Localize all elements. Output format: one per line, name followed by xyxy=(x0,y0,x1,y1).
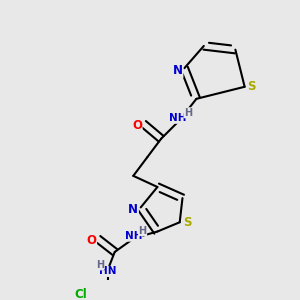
Text: H: H xyxy=(184,108,192,118)
Text: Cl: Cl xyxy=(74,288,87,300)
Text: O: O xyxy=(86,234,97,247)
Text: S: S xyxy=(247,80,255,93)
Text: S: S xyxy=(183,216,191,229)
Text: N: N xyxy=(128,203,138,216)
Text: NH: NH xyxy=(124,231,142,241)
Text: HN: HN xyxy=(99,266,116,276)
Text: O: O xyxy=(132,119,142,132)
Text: NH: NH xyxy=(169,113,187,123)
Text: H: H xyxy=(139,226,147,236)
Text: H: H xyxy=(96,260,104,270)
Text: N: N xyxy=(173,64,183,77)
